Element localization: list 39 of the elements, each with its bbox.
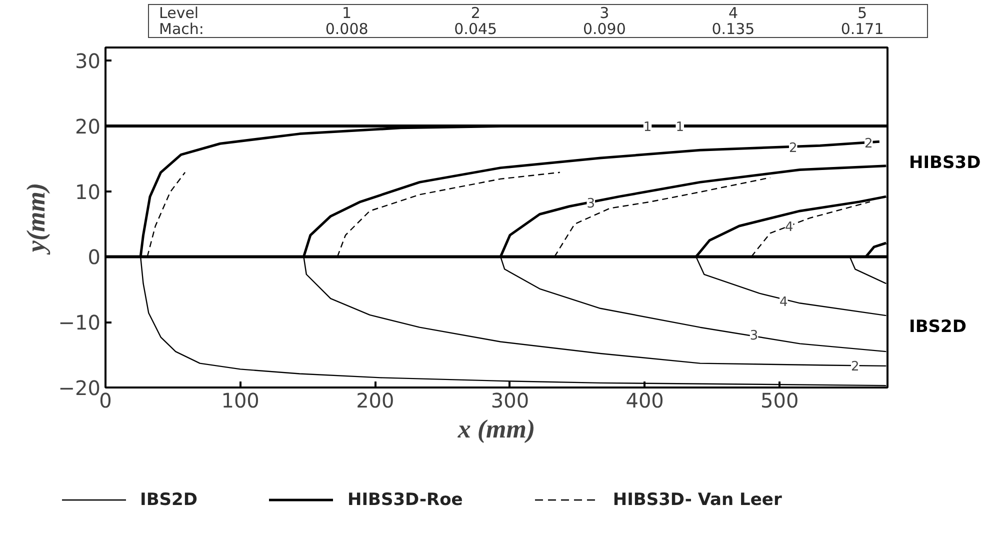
annotation: 3 <box>586 196 596 212</box>
text: 5 <box>856 4 868 22</box>
text: 0.171 <box>840 20 885 38</box>
text: Level <box>158 4 200 22</box>
x-tick-label: 500 <box>760 388 799 412</box>
x-tick-label: 300 <box>490 388 530 412</box>
annotation: 1 <box>643 120 652 135</box>
text: IBS2D <box>909 317 966 337</box>
annotation: 3 <box>750 328 758 344</box>
legend-label: HIBS3D- Van Leer <box>612 490 782 510</box>
x-tick-label: 100 <box>221 388 260 412</box>
y-axis-title: y(mm) <box>21 182 50 256</box>
annotation: 1 <box>676 120 684 135</box>
y-tick-label: −10 <box>58 310 101 335</box>
text: 3 <box>598 4 610 22</box>
x-tick-label: 400 <box>626 388 664 412</box>
x-tick-label: 200 <box>356 388 394 412</box>
y-tick-label: 20 <box>75 114 101 138</box>
text: HIBS3D <box>909 153 981 173</box>
text: 0.135 <box>710 20 756 38</box>
text: 0.090 <box>582 20 627 38</box>
y-tick-label: 10 <box>75 180 101 204</box>
legend-label: IBS2D <box>140 490 198 510</box>
text: 1 <box>341 4 353 22</box>
y-tick-label: −20 <box>58 376 101 400</box>
x-axis-title: x (mm) <box>456 414 536 444</box>
annotation: 2 <box>851 359 860 374</box>
y-tick-label: 0 <box>88 245 101 270</box>
annotation: 4 <box>784 220 794 235</box>
text: 0.045 <box>453 20 498 38</box>
annotation: 4 <box>780 295 788 310</box>
y-tick-label: 30 <box>75 49 101 74</box>
text: Mach: <box>158 20 205 38</box>
text: 2 <box>470 4 482 22</box>
legend-label: HIBS3D-Roe <box>347 490 463 510</box>
annotation: 2 <box>788 140 798 156</box>
text: 0.008 <box>324 20 370 38</box>
text: 4 <box>727 4 739 22</box>
annotation: 2 <box>864 136 873 152</box>
